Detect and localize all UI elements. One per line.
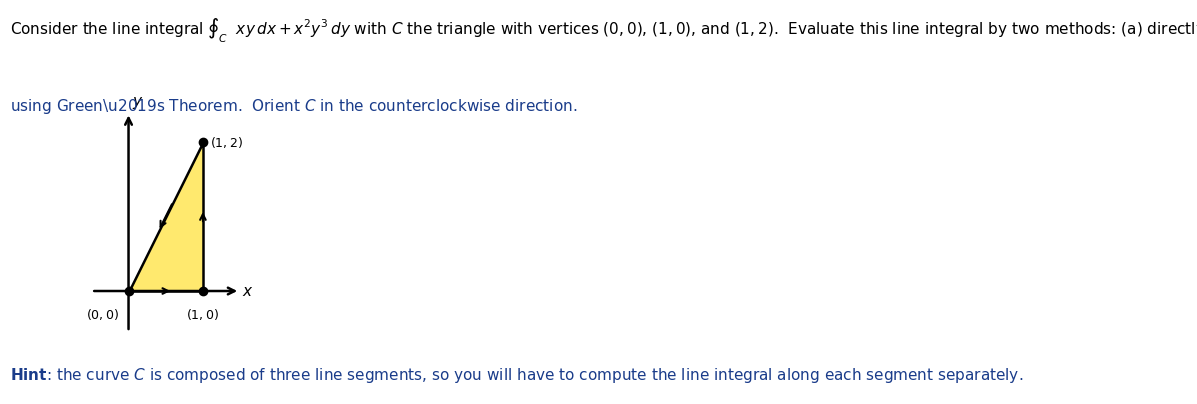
Text: $({\rm 1,0})$: $({\rm 1,0})$ — [187, 307, 219, 322]
Text: $({\rm 1,2})$: $({\rm 1,2})$ — [211, 135, 243, 150]
Text: Consider the line integral $\oint_C$  $xy\,dx + x^2y^3\,dy$ with $C$ the triangl: Consider the line integral $\oint_C$ $xy… — [10, 16, 1197, 45]
Text: using Green\u2019s Theorem.  Orient $C$ in the counterclockwise direction.: using Green\u2019s Theorem. Orient $C$ i… — [10, 97, 577, 116]
Polygon shape — [128, 142, 203, 291]
Text: $\bf{Hint}$: the curve $C$ is composed of three line segments, so you will have : $\bf{Hint}$: the curve $C$ is composed o… — [10, 366, 1023, 385]
Text: $x$: $x$ — [242, 284, 254, 299]
Text: $({\rm 0,0})$: $({\rm 0,0})$ — [86, 307, 119, 322]
Text: $y$: $y$ — [132, 95, 144, 111]
